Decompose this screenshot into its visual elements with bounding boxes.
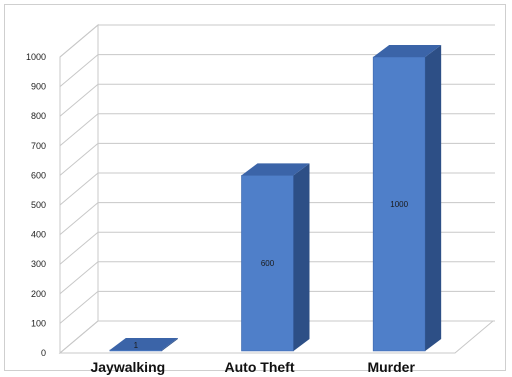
x-axis-tick-labels: Jaywalking Auto Theft Murder	[90, 359, 415, 375]
gridline	[59, 202, 495, 235]
gridline	[59, 320, 495, 354]
gridline	[59, 231, 495, 265]
y-tick-label: 200	[31, 289, 46, 299]
data-label: 1	[134, 341, 139, 350]
y-tick-label: 600	[31, 170, 46, 180]
y-tick-label: 500	[31, 200, 46, 210]
bar-top	[241, 163, 310, 176]
gridline	[59, 83, 495, 117]
gridlines	[59, 24, 495, 354]
gridline	[59, 113, 495, 147]
bar-top	[109, 338, 178, 350]
gridline	[59, 261, 495, 295]
y-axis-tick-labels: 0 100 200 300 400 500 600 700 800 900 1000	[26, 52, 46, 358]
gridline	[59, 172, 495, 206]
y-tick-label: 300	[31, 259, 46, 269]
x-tick-label: Auto Theft	[225, 359, 295, 375]
y-tick-label: 1000	[26, 52, 46, 62]
data-label: 1000	[390, 200, 408, 209]
y-tick-label: 0	[41, 348, 46, 358]
bar-front	[109, 349, 163, 352]
bars: 1 600 1000	[109, 45, 442, 352]
y-tick-label: 800	[31, 111, 46, 121]
y-tick-label: 100	[31, 318, 46, 328]
y-tick-label: 700	[31, 141, 46, 151]
data-label: 600	[261, 259, 275, 268]
y-tick-label: 400	[31, 230, 46, 240]
x-tick-label: Jaywalking	[90, 359, 165, 375]
gridline	[59, 290, 495, 324]
gridline	[59, 54, 495, 87]
gridline	[59, 142, 495, 176]
bar-side	[293, 163, 310, 351]
bar-top	[373, 45, 442, 57]
bar-side	[425, 45, 442, 351]
x-tick-label: Murder	[367, 359, 415, 375]
y-tick-label: 900	[31, 82, 46, 92]
bar-side	[161, 338, 178, 351]
gridline	[59, 24, 495, 58]
